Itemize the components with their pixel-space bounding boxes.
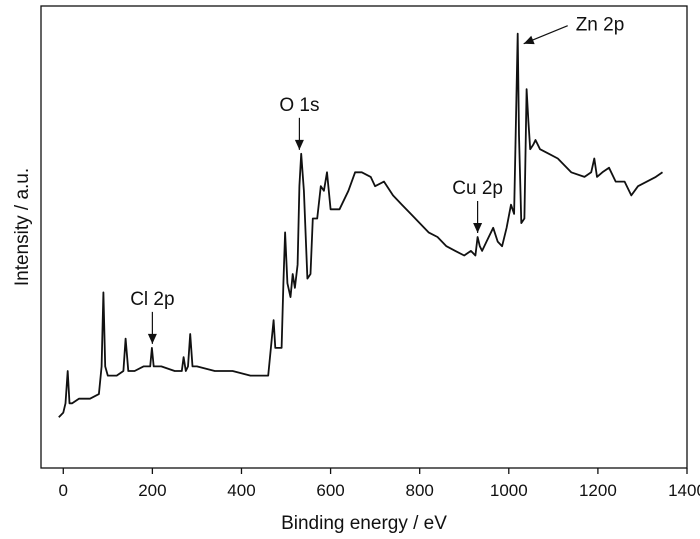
plot-frame <box>40 5 688 469</box>
x-axis-title: Binding energy / eV <box>281 513 447 534</box>
annotation-zn-2p: Zn 2p <box>523 15 625 45</box>
x-tick-label: 1200 <box>579 481 617 500</box>
spectrum-line <box>58 32 664 418</box>
x-tick-label: 200 <box>138 481 166 500</box>
arrow-head <box>473 223 483 233</box>
x-axis-ticks: 0 200 400 600 800 1000 1200 1400 <box>59 468 700 500</box>
annotation-cl-2p: Cl 2p <box>130 289 175 344</box>
annotation-label: Cu 2p <box>452 178 503 199</box>
x-tick-label: 800 <box>406 481 434 500</box>
x-tick-label: 600 <box>316 481 344 500</box>
peak-annotations: Cl 2p O 1s Cu 2p Zn 2p <box>130 15 624 344</box>
annotation-label: Cl 2p <box>130 289 174 310</box>
arrow-head <box>523 35 535 45</box>
x-tick-label: 400 <box>227 481 255 500</box>
x-tick-label: 0 <box>59 481 68 500</box>
y-axis-title: Intensity / a.u. <box>12 168 33 286</box>
annotation-o-1s: O 1s <box>279 95 319 150</box>
annotation-label: Zn 2p <box>576 15 625 36</box>
x-tick-label: 1400 <box>668 481 700 500</box>
arrow-head <box>294 139 304 150</box>
annotation-label: O 1s <box>279 95 319 116</box>
arrow-head <box>147 333 157 344</box>
annotation-cu-2p: Cu 2p <box>452 178 503 233</box>
x-tick-label: 1000 <box>490 481 528 500</box>
